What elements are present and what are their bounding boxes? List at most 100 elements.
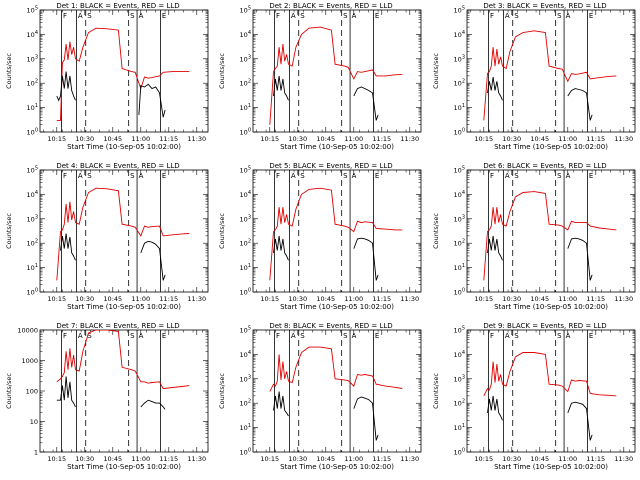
x-tick-label: 11:15 bbox=[159, 135, 178, 143]
y-tick-label: 102 bbox=[240, 399, 251, 408]
x-tick-label: 11:00 bbox=[131, 455, 150, 463]
y-tick-label: 102 bbox=[454, 79, 465, 88]
panel-det-7: Det 7: BLACK = Events, RED = LLD 1 10 100 10… bbox=[5, 322, 209, 471]
event-marker-label: A bbox=[352, 12, 357, 20]
event-marker-label: S bbox=[130, 172, 135, 180]
x-tick-label: 11:15 bbox=[586, 295, 605, 303]
x-axis-label: Start Time (10-Sep-05 10:02:00) bbox=[494, 303, 608, 311]
event-marker-label: A bbox=[505, 12, 510, 20]
x-tick-label: 11:00 bbox=[131, 295, 150, 303]
events-series-line bbox=[353, 396, 379, 441]
x-axis-label: Start Time (10-Sep-05 10:02:00) bbox=[67, 303, 181, 311]
event-marker-label: A bbox=[139, 332, 144, 340]
x-tick-label: 11:00 bbox=[558, 135, 577, 143]
event-marker-label: A bbox=[352, 172, 357, 180]
y-axis-label: Counts/sec bbox=[218, 373, 226, 409]
x-tick-label: 10:15 bbox=[47, 135, 66, 143]
y-tick-label: 100 bbox=[240, 288, 251, 297]
plot-frame bbox=[39, 9, 209, 133]
panel-det-4: Det 4: BLACK = Events, RED = LLD 100 101 10… bbox=[5, 162, 209, 311]
event-marker-label: F bbox=[490, 12, 494, 20]
x-tick-label: 10:30 bbox=[502, 455, 521, 463]
x-tick-label: 11:15 bbox=[586, 455, 605, 463]
event-marker-label: F bbox=[63, 332, 67, 340]
series-group bbox=[483, 352, 617, 441]
event-marker-label: E bbox=[589, 172, 593, 180]
event-marker-label: F bbox=[63, 12, 67, 20]
y-tick-label: 104 bbox=[454, 30, 465, 39]
y-tick-label: 102 bbox=[27, 79, 38, 88]
event-marker-label: E bbox=[589, 12, 593, 20]
series-group bbox=[269, 346, 403, 441]
events-series-line bbox=[567, 401, 593, 441]
y-tick-label: 100 bbox=[454, 448, 465, 457]
y-tick-label: 1 bbox=[34, 449, 38, 457]
panel-title: Det 5: BLACK = Events, RED = LLD bbox=[269, 162, 392, 170]
plot-frame bbox=[252, 169, 422, 293]
y-axis-label: Counts/sec bbox=[432, 213, 440, 249]
panel-det-8: Det 8: BLACK = Events, RED = LLD 100 101 10… bbox=[218, 322, 422, 471]
y-tick-label: 102 bbox=[240, 79, 251, 88]
event-marker-label: S bbox=[343, 332, 348, 340]
y-tick-label: 103 bbox=[27, 214, 38, 223]
x-tick-label: 11:00 bbox=[344, 295, 363, 303]
x-tick-label: 10:15 bbox=[47, 455, 66, 463]
panel-title: Det 6: BLACK = Events, RED = LLD bbox=[483, 162, 606, 170]
x-tick-label: 11:30 bbox=[614, 135, 633, 143]
panel-title: Det 1: BLACK = Events, RED = LLD bbox=[56, 2, 179, 10]
events-series-line bbox=[353, 237, 379, 281]
y-tick-label: 104 bbox=[27, 190, 38, 199]
x-tick-label: 10:30 bbox=[75, 135, 94, 143]
panel-det-2: Det 2: BLACK = Events, RED = LLD 100 101 10… bbox=[218, 2, 422, 151]
x-tick-label: 10:30 bbox=[75, 295, 94, 303]
event-marker-label: E bbox=[375, 172, 379, 180]
series-group bbox=[56, 330, 190, 410]
x-axis-label: Start Time (10-Sep-05 10:02:00) bbox=[280, 143, 394, 151]
y-tick-label: 100 bbox=[26, 388, 38, 396]
event-marker-label: E bbox=[375, 332, 379, 340]
x-tick-label: 10:30 bbox=[288, 455, 307, 463]
panel-det-5: Det 5: BLACK = Events, RED = LLD 100 101 10… bbox=[218, 162, 422, 311]
x-tick-label: 11:30 bbox=[400, 295, 419, 303]
series-group bbox=[483, 191, 617, 281]
series-group bbox=[269, 187, 403, 281]
event-marker-label: A bbox=[78, 12, 83, 20]
y-tick-label: 104 bbox=[27, 30, 38, 39]
series-group bbox=[56, 187, 190, 281]
y-tick-label: 103 bbox=[240, 54, 251, 63]
events-series-line bbox=[140, 240, 166, 281]
events-series-line bbox=[138, 83, 166, 118]
event-marker-label: S bbox=[514, 12, 519, 20]
y-tick-label: 100 bbox=[454, 128, 465, 137]
y-tick-label: 100 bbox=[240, 448, 251, 457]
y-axis-label: Counts/sec bbox=[218, 53, 226, 89]
events-series-line bbox=[273, 235, 289, 261]
y-tick-label: 1000 bbox=[21, 357, 38, 365]
y-tick-label: 101 bbox=[454, 423, 465, 432]
events-series-line bbox=[487, 395, 503, 421]
y-tick-label: 103 bbox=[240, 214, 251, 223]
y-tick-label: 101 bbox=[240, 103, 251, 112]
event-marker-label: A bbox=[291, 12, 296, 20]
y-tick-label: 101 bbox=[27, 103, 38, 112]
panel-det-3: Det 3: BLACK = Events, RED = LLD 100 101 10… bbox=[432, 2, 636, 151]
x-tick-label: 11:30 bbox=[187, 135, 206, 143]
panel-title: Det 9: BLACK = Events, RED = LLD bbox=[483, 322, 606, 330]
event-marker-label: E bbox=[375, 12, 379, 20]
x-tick-label: 10:15 bbox=[47, 295, 66, 303]
plot-frame bbox=[466, 169, 636, 293]
y-tick-label: 104 bbox=[240, 350, 251, 359]
y-tick-label: 104 bbox=[240, 30, 251, 39]
y-tick-label: 103 bbox=[454, 214, 465, 223]
series-group bbox=[483, 30, 617, 121]
lld-series-line bbox=[483, 191, 617, 281]
x-tick-label: 10:45 bbox=[103, 295, 122, 303]
y-axis-label: Counts/sec bbox=[5, 53, 13, 89]
x-tick-label: 10:30 bbox=[75, 455, 94, 463]
y-tick-label: 101 bbox=[454, 103, 465, 112]
y-tick-label: 101 bbox=[27, 263, 38, 272]
x-tick-label: 11:30 bbox=[400, 455, 419, 463]
y-tick-label: 10000 bbox=[17, 327, 38, 335]
event-marker-label: S bbox=[87, 332, 92, 340]
